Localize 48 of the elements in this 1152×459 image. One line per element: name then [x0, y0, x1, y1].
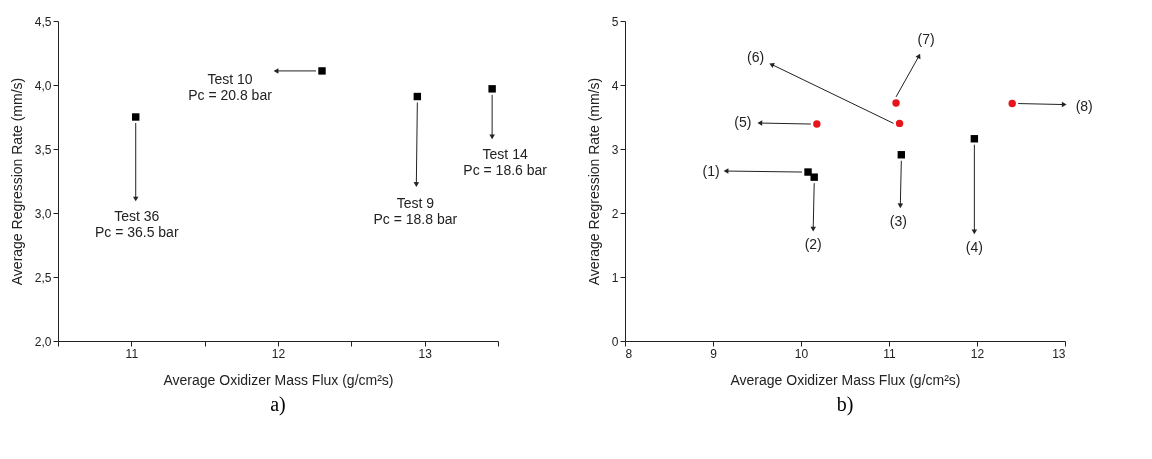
y-tick-label: 4,5 [34, 14, 52, 29]
y-tick-label: 2 [611, 206, 619, 221]
annotation: (4) [965, 238, 983, 255]
point [813, 120, 821, 128]
y-tick-label: 0 [611, 334, 619, 349]
annotation: Test 14 Pc = 18.6 bar [463, 145, 548, 178]
y-tick-label: 3,0 [34, 206, 52, 221]
x-tick-label: 13 [418, 346, 433, 361]
point [892, 99, 900, 107]
point [810, 173, 818, 181]
x-tick-label: 9 [710, 346, 718, 361]
y-tick-label: 4 [611, 78, 619, 93]
x-tick-label: 8 [625, 346, 633, 361]
y-tick-label: 3 [611, 142, 619, 157]
annotation: (3) [889, 212, 907, 229]
y-tick-label: 4,0 [34, 78, 52, 93]
y-tick-label: 5 [611, 14, 619, 29]
point [895, 119, 904, 128]
annotation: (5) [734, 114, 752, 131]
point [1008, 99, 1016, 108]
point [132, 113, 140, 121]
annotation: (6) [747, 49, 765, 66]
x-axis-title: Average Oxidizer Mass Flux (g/cm²s) [730, 371, 961, 388]
text: b) [836, 393, 854, 416]
x-tick-label: 12 [970, 346, 985, 361]
annotation: (7) [917, 30, 935, 47]
y-axis-title: Average Regression Rate (mm/s) [585, 77, 602, 286]
x-tick-label: 12 [271, 346, 286, 361]
text: a) [270, 393, 286, 416]
y-tick-label: 3,5 [34, 142, 52, 157]
y-tick-label: 2,5 [34, 270, 52, 285]
x-tick-label: 10 [794, 346, 809, 361]
annotation: Test 36 Pc = 36.5 bar [94, 208, 179, 240]
annotation: Test 10 Pc = 20.8 bar [188, 70, 273, 103]
annotation: (1) [702, 163, 720, 180]
y-tick-label: 2,0 [34, 334, 52, 349]
annotation: Test 9 Pc = 18.8 bar [373, 194, 458, 227]
point [488, 85, 496, 93]
y-tick-label: 1 [611, 270, 619, 285]
x-axis-title: Average Oxidizer Mass Flux (g/cm²s) [163, 371, 394, 388]
point [804, 168, 812, 176]
x-tick-label: 11 [125, 346, 139, 361]
x-tick-label: 11 [883, 346, 897, 361]
annotation: (8) [1075, 97, 1093, 114]
y-axis-title: Average Regression Rate (mm/s) [8, 77, 25, 286]
point [318, 67, 326, 75]
x-tick-label: 13 [1052, 346, 1066, 361]
annotation: (2) [804, 236, 822, 253]
